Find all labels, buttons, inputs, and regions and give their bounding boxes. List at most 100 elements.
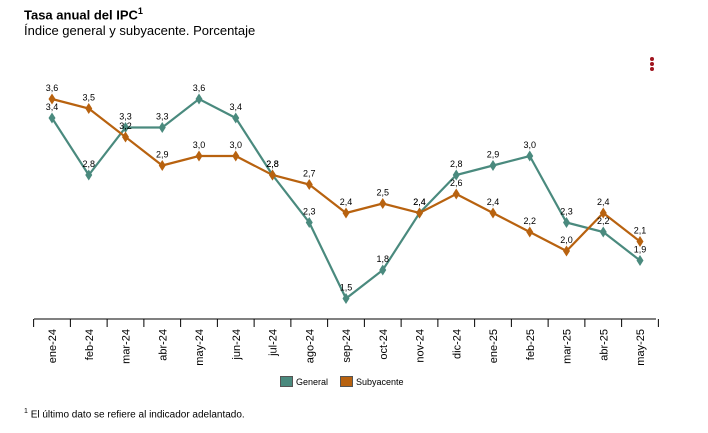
data-point-general xyxy=(48,112,56,124)
data-label-general: 1,9 xyxy=(634,245,647,255)
legend-swatch-subyacente xyxy=(340,376,354,387)
data-label-subyacente: 2,1 xyxy=(634,226,647,236)
data-point-subyacente xyxy=(122,131,129,143)
data-label-general: 3,4 xyxy=(46,102,59,112)
series-line-subyacente xyxy=(51,97,641,253)
data-label-subyacente: 2,4 xyxy=(340,197,353,207)
data-point-subyacente xyxy=(489,207,497,219)
x-tick-label: ago-24 xyxy=(304,329,316,363)
data-point-general xyxy=(195,93,203,105)
x-tick-label: dic-24 xyxy=(451,329,463,359)
legend-item-general[interactable]: General xyxy=(280,376,328,387)
data-label-general: 3,3 xyxy=(156,112,169,122)
data-label-subyacente: 3,0 xyxy=(193,140,206,150)
data-point-subyacente xyxy=(452,188,460,200)
x-tick-label: may-24 xyxy=(194,329,206,366)
data-point-general xyxy=(305,217,313,228)
data-point-general xyxy=(489,160,497,171)
title-text: Tasa anual del IPC xyxy=(24,7,138,23)
data-label-general: 2,4 xyxy=(413,197,426,207)
data-point-subyacente xyxy=(526,226,534,238)
data-point-general xyxy=(158,122,166,133)
x-tick-label: feb-24 xyxy=(84,329,96,360)
data-label-subyacente: 2,4 xyxy=(597,197,610,207)
data-point-subyacente xyxy=(48,93,56,105)
footnote-marker: 1 xyxy=(24,408,28,415)
x-tick-label: may-25 xyxy=(635,329,647,366)
x-tick-label: jun-24 xyxy=(231,329,243,361)
data-label-subyacente: 2,8 xyxy=(266,159,279,169)
data-point-subyacente xyxy=(85,103,93,114)
data-label-subyacente: 3,2 xyxy=(119,121,132,131)
data-point-subyacente xyxy=(379,198,387,209)
data-point-subyacente xyxy=(416,207,423,219)
x-tick-label: sep-24 xyxy=(341,329,353,363)
x-tick-label: abr-25 xyxy=(598,329,610,361)
footnote: 1 El último dato se refiere al indicador… xyxy=(24,408,245,420)
data-point-subyacente xyxy=(305,179,313,190)
data-point-subyacente xyxy=(269,169,276,181)
data-point-subyacente xyxy=(342,207,350,219)
data-label-subyacente: 3,6 xyxy=(46,83,59,93)
data-label-general: 2,2 xyxy=(597,216,610,226)
data-point-general xyxy=(599,226,607,238)
data-point-subyacente xyxy=(195,150,203,162)
data-label-subyacente: 3,5 xyxy=(82,93,95,103)
data-point-general xyxy=(232,112,240,124)
data-point-subyacente xyxy=(232,150,240,162)
data-point-general xyxy=(636,255,644,266)
data-label-general: 1,8 xyxy=(376,254,389,264)
kebab-menu-icon[interactable] xyxy=(648,57,656,73)
data-label-general: 2,8 xyxy=(450,159,463,169)
data-label-general: 2,8 xyxy=(82,159,95,169)
data-label-subyacente: 2,4 xyxy=(487,197,500,207)
x-tick-label: feb-25 xyxy=(525,329,537,360)
data-label-subyacente: 3,0 xyxy=(229,140,242,150)
data-label-general: 2,3 xyxy=(560,207,573,217)
data-label-general: 3,3 xyxy=(119,112,132,122)
data-point-subyacente xyxy=(158,160,166,171)
data-label-general: 2,8 xyxy=(266,159,279,169)
chart-subtitle: Índice general y subyacente. Porcentaje xyxy=(24,23,256,38)
data-label-subyacente: 2,6 xyxy=(450,178,463,188)
data-point-subyacente xyxy=(563,245,570,257)
x-tick-label: abr-24 xyxy=(157,329,169,361)
x-tick-label: ene-25 xyxy=(488,329,500,363)
legend-item-subyacente[interactable]: Subyacente xyxy=(340,376,404,387)
title-superscript: 1 xyxy=(137,6,143,16)
data-label-general: 2,3 xyxy=(303,207,316,217)
data-label-subyacente: 2,4 xyxy=(413,197,426,207)
legend-swatch-general xyxy=(280,376,293,387)
data-point-general xyxy=(452,169,460,181)
data-point-general xyxy=(526,150,534,162)
data-label-general: 3,0 xyxy=(523,140,536,150)
x-tick-label: nov-24 xyxy=(415,329,427,363)
data-label-general: 1,5 xyxy=(340,283,353,293)
data-point-general xyxy=(122,122,129,133)
data-label-subyacente: 2,5 xyxy=(376,188,389,198)
x-tick-label: mar-24 xyxy=(121,329,133,364)
chart-legend: General Subyacente xyxy=(280,376,404,387)
chart-title: Tasa anual del IPC1 xyxy=(24,6,143,22)
data-point-subyacente xyxy=(636,236,644,247)
data-label-subyacente: 2,7 xyxy=(303,169,316,179)
x-tick-label: mar-25 xyxy=(562,329,574,364)
x-tick-label: jul-24 xyxy=(268,329,280,357)
legend-label-subyacente: Subyacente xyxy=(356,376,404,387)
data-point-general xyxy=(85,169,93,181)
data-point-general xyxy=(379,264,387,276)
data-label-general: 3,6 xyxy=(193,83,206,93)
data-point-general xyxy=(342,293,350,304)
data-point-general xyxy=(563,217,570,228)
footnote-text: El último dato se refiere al indicador a… xyxy=(30,409,245,421)
data-label-subyacente: 2,9 xyxy=(156,150,169,160)
data-label-general: 3,4 xyxy=(229,102,242,112)
data-point-subyacente xyxy=(599,207,607,219)
legend-label-general: General xyxy=(296,376,329,387)
data-label-subyacente: 2,2 xyxy=(523,216,536,226)
x-tick-label: oct-24 xyxy=(378,329,390,360)
x-tick-label: ene-24 xyxy=(47,329,59,363)
data-label-general: 2,9 xyxy=(487,150,500,160)
data-label-subyacente: 2,0 xyxy=(560,235,573,245)
